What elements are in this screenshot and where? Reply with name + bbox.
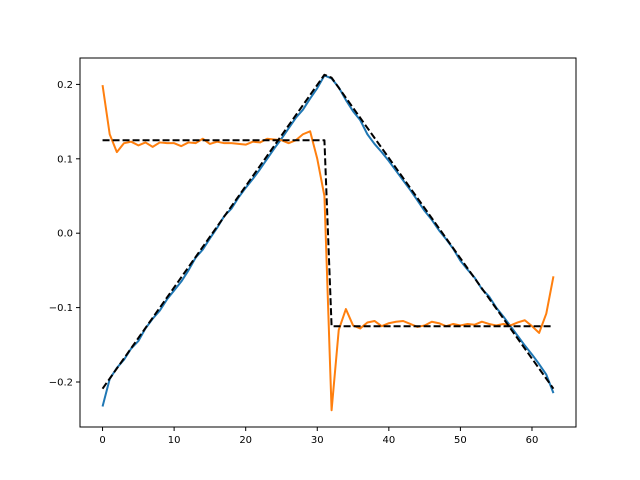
x-tick-label: 40 [382,435,395,446]
series-layer [101,73,555,412]
series-line-4 [102,139,554,328]
y-tick-label: 0.2 [57,80,73,91]
x-tick-label: 50 [454,435,467,446]
y-tick-label: 0.0 [57,229,73,240]
y-tick-label: −0.2 [49,377,73,388]
series-line-3 [101,73,555,390]
y-tick-label: −0.1 [49,303,73,314]
x-tick-label: 60 [526,435,539,446]
x-tick-label: 10 [168,435,181,446]
y-tick-label: 0.1 [57,154,73,165]
x-tick-label: 20 [239,435,252,446]
axes-frame [79,57,577,428]
axes-layer: 0 10 20 30 40 50 60 −0.2 −0.1 0.0 0.1 0.2 [49,57,577,446]
x-tick-label: 30 [311,435,324,446]
series-line-2 [101,85,555,412]
x-tick-label: 0 [99,435,105,446]
